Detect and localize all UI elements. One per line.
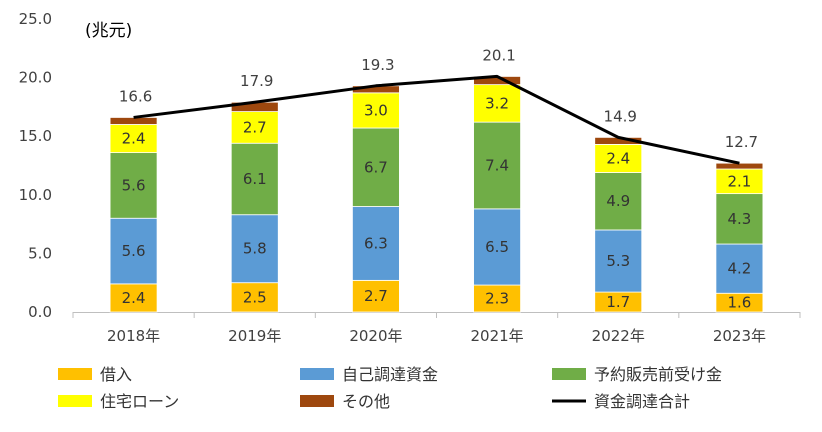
bar-segment [352, 279, 400, 313]
bar-segment [230, 282, 279, 313]
legend-swatch [58, 368, 92, 380]
bar-segment [230, 142, 279, 216]
unit-label: (兆元) [85, 21, 132, 41]
bar-segment [109, 124, 158, 154]
legend-swatch [552, 368, 586, 380]
axis-layer: (兆元) 0.0 5.0 10.0 15.0 20.0 25.0 2018年 2019年 2020… [19, 10, 801, 345]
x-tick-label: 2019年 [228, 327, 281, 345]
x-tick-label: 2023年 [713, 327, 766, 345]
bar-segment [230, 111, 279, 144]
x-tick-label: 2021年 [470, 327, 523, 345]
legend-swatch [300, 395, 334, 407]
bar-value-label: 5.3 [606, 252, 630, 270]
legend-swatch [300, 368, 334, 380]
total-value-label: 19.3 [361, 56, 394, 74]
bar-value-label: 2.5 [243, 288, 267, 306]
total-value-label: 17.9 [240, 72, 273, 90]
y-tick-label: 5.0 [28, 244, 52, 262]
bar-segment [352, 127, 400, 207]
legend-label: 予約販売前受け金 [594, 365, 722, 384]
bar-value-label: 2.7 [243, 118, 267, 136]
bar-segment [352, 92, 400, 129]
bar-value-label: 5.6 [122, 242, 146, 260]
legend-label: 資金調達合計 [594, 392, 690, 411]
x-tick-label: 2018年 [107, 327, 160, 345]
bar-value-label: 6.7 [364, 158, 388, 176]
legend-label: 自己調達資金 [342, 365, 438, 384]
bar-value-label: 3.0 [364, 101, 388, 119]
y-tick-label: 20.0 [19, 69, 52, 87]
bar-segment [473, 84, 521, 123]
bar-value-label: 6.3 [364, 234, 388, 252]
bar-value-label: 3.2 [485, 94, 509, 112]
bar-value-label: 5.8 [243, 240, 267, 258]
legend-label: その他 [342, 392, 390, 411]
labels-layer: 2.4 5.6 5.6 2.4 2.5 5.8 6.1 2.7 2.7 6.3 6.7 3.0 2.3 6… [119, 46, 758, 311]
x-tick-label: 2020年 [349, 327, 402, 345]
bar-value-label: 7.4 [485, 157, 509, 175]
bar-value-label: 5.6 [122, 176, 146, 194]
bars-layer [109, 76, 764, 313]
bar-value-label: 6.1 [243, 170, 267, 188]
bar-value-label: 2.4 [606, 149, 630, 167]
bar-value-label: 2.7 [364, 287, 388, 305]
line-layer [133, 74, 740, 165]
bar-value-label: 4.3 [727, 210, 751, 228]
bar-value-label: 2.3 [485, 290, 509, 308]
x-tick-label: 2022年 [592, 327, 645, 345]
legend-swatch [58, 395, 92, 407]
y-tick-label: 10.0 [19, 186, 52, 204]
bar-value-label: 1.7 [606, 293, 630, 311]
total-value-label: 12.7 [725, 133, 758, 151]
total-line [133, 74, 740, 165]
legend-label: 借入 [100, 365, 132, 384]
bar-value-label: 2.4 [122, 130, 146, 148]
total-value-label: 16.6 [119, 87, 152, 105]
bar-segment [473, 121, 521, 210]
bar-segment [715, 168, 764, 195]
bar-value-label: 1.6 [727, 294, 751, 312]
bar-value-label: 6.5 [485, 238, 509, 256]
bar-segment [715, 162, 764, 170]
y-tick-label: 25.0 [19, 10, 52, 28]
bar-segment [109, 152, 158, 219]
bar-value-label: 4.2 [727, 260, 751, 278]
total-value-label: 14.9 [604, 107, 637, 125]
bar-value-label: 2.1 [727, 172, 751, 190]
bar-segment [594, 172, 643, 231]
y-tick-label: 15.0 [19, 127, 52, 145]
bar-segment [715, 193, 764, 245]
bar-segment [109, 117, 158, 125]
legend-label: 住宅ローン [100, 392, 179, 411]
bar-segment [473, 208, 521, 286]
bar-value-label: 2.4 [122, 289, 146, 307]
total-value-label: 20.1 [482, 46, 515, 64]
bar-segment [352, 206, 400, 281]
bar-segment [230, 214, 279, 284]
bar-value-label: 4.9 [606, 192, 630, 210]
bar-segment [715, 243, 764, 294]
y-tick-label: 0.0 [28, 303, 52, 321]
